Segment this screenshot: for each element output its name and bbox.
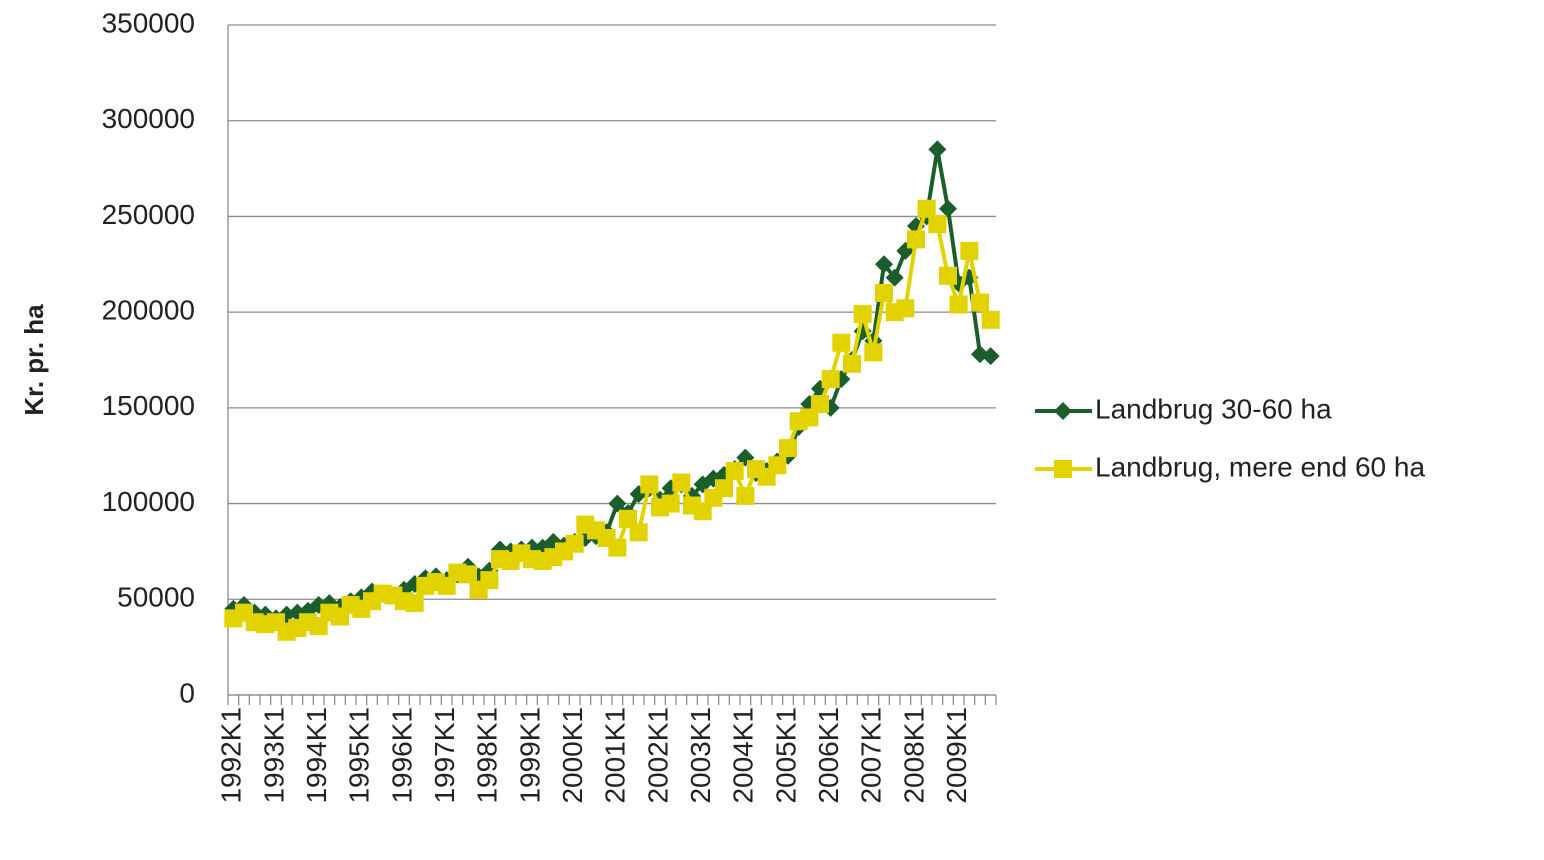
marker [779, 439, 797, 458]
marker [875, 255, 893, 274]
marker [640, 475, 659, 494]
x-tick-label: 2008K1 [898, 707, 929, 804]
marker [480, 571, 499, 590]
y-tick-label: 250000 [102, 199, 195, 230]
x-tick-label: 2009K1 [941, 707, 972, 804]
marker [843, 354, 861, 373]
marker [459, 565, 477, 584]
marker [960, 241, 979, 260]
marker [608, 538, 627, 557]
marker [608, 494, 627, 513]
marker [661, 494, 680, 513]
marker [949, 295, 968, 314]
marker [981, 310, 1000, 329]
x-tick-label: 1995K1 [344, 707, 375, 804]
x-tick-label: 2000K1 [557, 707, 588, 804]
marker [768, 456, 787, 475]
x-tick-label: 2002K1 [642, 707, 673, 804]
marker [629, 523, 648, 542]
x-tick-label: 2001K1 [600, 707, 631, 804]
marker [971, 293, 989, 312]
marker [832, 333, 851, 352]
x-tick-label: 2005K1 [770, 707, 801, 804]
marker [736, 486, 755, 505]
marker [821, 370, 840, 389]
x-tick-label: 1997K1 [429, 707, 460, 804]
y-axis-label: Kr. pr. ha [19, 304, 49, 416]
marker [907, 230, 925, 249]
x-tick-label: 2004K1 [728, 707, 759, 804]
x-tick-label: 1996K1 [386, 707, 417, 804]
y-tick-label: 200000 [102, 295, 195, 326]
x-tick-label: 1992K1 [216, 707, 247, 804]
y-tick-label: 0 [179, 677, 195, 708]
marker [672, 473, 691, 492]
x-tick-label: 1999K1 [514, 707, 545, 804]
y-tick-label: 50000 [117, 582, 195, 613]
marker [939, 199, 957, 218]
marker [875, 284, 893, 302]
marker [811, 395, 829, 414]
y-tick-label: 100000 [102, 486, 195, 517]
y-tick-label: 300000 [102, 103, 195, 134]
y-tick-label: 150000 [102, 390, 195, 421]
x-tick-label: 2003K1 [685, 707, 716, 804]
marker [928, 215, 947, 234]
marker [896, 299, 915, 318]
x-tick-label: 2007K1 [856, 707, 887, 804]
legend-marker [1054, 402, 1072, 420]
marker [864, 343, 883, 362]
x-tick-label: 1993K1 [258, 707, 289, 804]
series-line [232, 206, 993, 634]
marker [885, 268, 904, 287]
marker [939, 266, 957, 285]
y-tick-label: 350000 [102, 7, 195, 38]
marker [928, 140, 947, 159]
legend-label: Landbrug, mere end 60 ha [1095, 451, 1425, 482]
x-tick-label: 1998K1 [472, 707, 503, 804]
marker [405, 594, 424, 613]
marker [715, 479, 733, 498]
marker [981, 347, 1000, 366]
marker [917, 199, 936, 218]
marker [725, 462, 744, 481]
legend-label: Landbrug 30-60 ha [1095, 393, 1332, 424]
marker [853, 305, 872, 324]
x-tick-label: 2006K1 [813, 707, 844, 804]
x-tick-label: 1994K1 [301, 707, 332, 804]
marker [565, 534, 584, 553]
legend-marker [1054, 460, 1072, 478]
